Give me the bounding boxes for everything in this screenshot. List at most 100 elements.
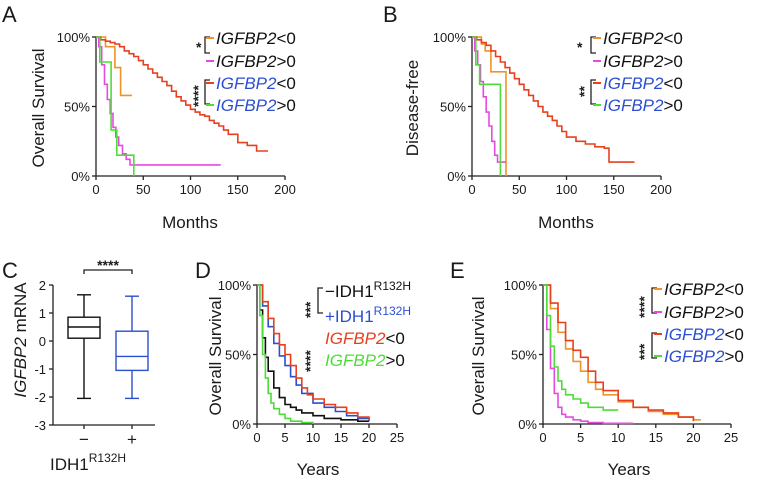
x-tick-label: 10 (306, 430, 320, 445)
legend-gene: IGFBP2 (216, 29, 277, 48)
panel-d-sig-2: **** (302, 350, 318, 372)
legend-label-3: IGFBP2>0 (603, 96, 683, 115)
legend-gene: IGFBP2 (216, 74, 277, 93)
panel-a-sig-1: * (196, 39, 202, 55)
legend-sign: <0 (276, 74, 295, 93)
y-tick-label: 1 (39, 306, 46, 321)
legend-gene: IGFBP2 (603, 52, 664, 71)
legend-gene: IGFBP2 (325, 351, 386, 370)
legend-sign: <0 (276, 29, 295, 48)
legend-sign: >0 (724, 303, 743, 322)
x-tick-label: 15 (649, 430, 663, 445)
panel-d-xlabel: Years (297, 460, 340, 478)
legend-sign: >0 (724, 347, 743, 366)
km-curve-red (96, 36, 268, 152)
legend-sign: >0 (663, 52, 682, 71)
legend-gene: IGFBP2 (664, 303, 725, 322)
panel-e-legend: **** *** IGFBP2<0IGFBP2>0IGFBP2<0IGFBP2>… (636, 280, 744, 366)
legend-label-2: IGFBP2<0 (664, 325, 744, 344)
legend-bracket (317, 287, 323, 314)
y-tick-label: 50% (440, 100, 466, 115)
panel-c-letter: C (2, 258, 18, 283)
panel-a-axes: 0 50 100 150 200 0% 50% 100% (57, 30, 296, 197)
x-tick-label: 0 (539, 430, 546, 445)
legend-sign: >0 (663, 96, 682, 115)
km-curve-orange (472, 36, 507, 176)
x-tick-label: 20 (362, 430, 376, 445)
x-tick-label: 15 (334, 430, 348, 445)
panel-e-curves (543, 284, 701, 425)
panel-c-ylabel-rest: mRNA (11, 282, 30, 337)
x-tick-label: 10 (611, 430, 625, 445)
x-tick-label: 0 (253, 430, 260, 445)
legend-sign: >0 (385, 351, 404, 370)
legend-idh1: +IDH1 (325, 307, 374, 326)
panel-e-xlabel: Years (608, 460, 651, 478)
panel-a-ylabel: Overall Survival (29, 48, 48, 167)
panel-c: C IGFBP2 mRNA -3 -2 -1 0 1 2 − + **** IDH1R132H (2, 257, 155, 474)
legend-label-0: IGFBP2<0 (664, 280, 744, 299)
x-tick-label: 0 (92, 182, 99, 197)
panel-d-legend: *** **** −IDH1R132H+IDH1R132HIGFBP2<0IGF… (302, 279, 411, 372)
y-tick-label: 100% (504, 278, 538, 293)
legend-gene: IGFBP2 (216, 52, 277, 71)
km-curve-magenta (472, 36, 506, 163)
panel-a-curves (96, 36, 268, 176)
km-curve-red (472, 36, 635, 163)
legend-sign: <0 (385, 329, 404, 348)
y-tick-label: -2 (34, 390, 46, 405)
panel-e-letter: E (450, 258, 465, 283)
km-curve-magenta (543, 284, 634, 425)
x-tick-label: 50 (136, 182, 150, 197)
legend-sign: <0 (663, 74, 682, 93)
y-tick-label: 50% (64, 100, 90, 115)
km-curve-green (96, 36, 135, 176)
legend-label-2: IGFBP2<0 (325, 329, 405, 348)
y-tick-label: 2 (39, 278, 46, 293)
legend-sup: R132H (374, 304, 411, 318)
legend-label-3: IGFBP2>0 (325, 351, 405, 370)
panel-b-letter: B (383, 2, 398, 27)
panel-b-xlabel: Months (538, 213, 594, 232)
y-tick-label: 100% (433, 30, 467, 45)
panel-b-ylabel: Disease-free (403, 60, 422, 156)
legend-label-1: IGFBP2>0 (603, 52, 683, 71)
panel-b-curves (472, 36, 635, 176)
x-tick-label: − (79, 430, 89, 449)
y-tick-label: 100% (218, 278, 252, 293)
panel-e: E Overall Survival Years 0 5 10 15 20 25 0% 50%… (450, 258, 744, 478)
y-tick-label: 0% (447, 169, 466, 184)
x-tick-label: 150 (227, 182, 249, 197)
panel-e-axes: 0 5 10 15 20 25 0% 50% 100% (504, 278, 738, 445)
x-tick-label: 50 (512, 182, 526, 197)
legend-label-2: IGFBP2<0 (216, 74, 296, 93)
legend-bracket (590, 36, 596, 54)
legend-sup: R132H (374, 279, 411, 293)
legend-gene: IGFBP2 (664, 325, 725, 344)
x-tick-label: 5 (577, 430, 584, 445)
legend-gene: IGFBP2 (603, 74, 664, 93)
km-curve-black (257, 284, 369, 422)
x-tick-label: + (127, 430, 137, 449)
legend-label-3: IGFBP2>0 (664, 347, 744, 366)
panel-d-letter: D (195, 258, 211, 283)
panel-c-xlabel: IDH1R132H (50, 451, 126, 474)
legend-label-0: −IDH1R132H (325, 279, 411, 301)
panel-b-sig-2: ** (576, 86, 592, 97)
panel-b: B Disease-free Months 0 50 100 150 200 0% 50% 1… (383, 2, 683, 232)
y-tick-label: 100% (57, 30, 91, 45)
legend-gene: IGFBP2 (603, 96, 664, 115)
panel-d-ylabel: Overall Survival (206, 296, 225, 415)
panel-c-ylabel-gene: IGFBP2 (11, 337, 30, 398)
panel-e-sig-2: *** (636, 343, 652, 360)
panel-d-axes: 0 5 10 15 20 25 0% 50% 100% (218, 278, 404, 445)
panel-b-sig-1: * (577, 39, 583, 55)
x-tick-label: 200 (274, 182, 296, 197)
legend-gene: IGFBP2 (216, 96, 277, 115)
km-curve-orange (543, 284, 701, 421)
x-tick-label: 25 (724, 430, 738, 445)
legend-sign: >0 (276, 52, 295, 71)
legend-sign: <0 (663, 29, 682, 48)
legend-label-2: IGFBP2<0 (603, 74, 683, 93)
y-tick-label: 0% (232, 417, 251, 432)
